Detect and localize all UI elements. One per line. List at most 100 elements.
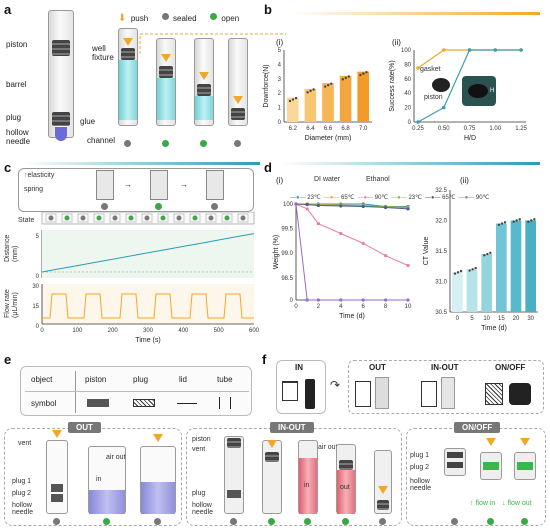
b-sub-i: (i) xyxy=(276,38,284,47)
onoff-state-3-icon xyxy=(521,518,528,525)
out-hollow-needle-label: hollow needle xyxy=(12,502,34,516)
x-axis-label: Time (d) xyxy=(481,325,507,332)
f-out-photo xyxy=(375,377,389,409)
onoff-fill-3 xyxy=(517,462,533,470)
label-gasket: gasket xyxy=(420,66,441,73)
x-tick-label: 300 xyxy=(143,328,154,334)
bar xyxy=(357,71,369,122)
state-cell xyxy=(237,213,249,223)
d-sub-i: (i) xyxy=(276,176,284,185)
seq-piston-4 xyxy=(231,108,245,120)
data-point xyxy=(305,202,309,207)
x-tick-label: 0.50 xyxy=(438,126,450,132)
seq-fill-2 xyxy=(157,78,175,120)
x-tick-label: 200 xyxy=(108,328,119,334)
f-in-symbol xyxy=(282,381,298,401)
spring-diagram-1 xyxy=(96,170,114,200)
f-modes-box: OUT IN-OUT ON/OFF xyxy=(348,360,544,414)
panel-label-c: c xyxy=(4,160,12,175)
y-tick-label: 60 xyxy=(404,77,411,83)
flow-tick: 15 xyxy=(32,304,39,310)
data-point xyxy=(486,252,489,256)
y-tick-label: 98.5 xyxy=(281,276,293,282)
label-piston: piston xyxy=(6,40,28,49)
x-tick-label: 5 xyxy=(470,316,474,322)
data-point xyxy=(339,204,343,208)
y-tick-label: 20 xyxy=(404,106,411,112)
bar xyxy=(466,269,478,312)
data-point xyxy=(416,120,420,124)
y-tick-label: 100 xyxy=(401,48,412,54)
data-point xyxy=(341,78,344,81)
data-point xyxy=(441,105,446,110)
state-dot xyxy=(64,215,70,221)
x-tick-label: 6 xyxy=(362,304,366,310)
onoff-fill-2 xyxy=(483,462,499,470)
data-point xyxy=(493,48,498,52)
f-out-title: OUT xyxy=(369,363,386,372)
x-tick-label: 4 xyxy=(339,304,343,310)
state-cell xyxy=(157,213,169,223)
inout-panel-title: IN-OUT xyxy=(270,422,314,433)
state-cell xyxy=(93,213,105,223)
inout-air-out-label: air out xyxy=(318,444,338,451)
inout-state-3-icon xyxy=(304,518,311,525)
d-legend-eth: Ethanol xyxy=(366,176,390,183)
d-legend-item: —●— 65℃ xyxy=(323,195,355,201)
legend-open: open xyxy=(221,14,240,23)
push-arrow-4-icon xyxy=(233,96,243,104)
data-point xyxy=(305,207,309,211)
seq-tube-4 xyxy=(228,38,248,126)
state-cell xyxy=(45,213,57,223)
inout-piston-label: piston xyxy=(192,436,211,443)
x-axis-label: Diameter (mm) xyxy=(305,135,352,142)
y-tick-label: 32.0 xyxy=(435,219,447,225)
out-fill-2 xyxy=(89,490,125,514)
data-point xyxy=(489,251,492,255)
panel-label-b: b xyxy=(264,2,272,17)
state-cell xyxy=(77,213,89,223)
y-tick-label: 31.5 xyxy=(435,249,447,255)
data-point xyxy=(384,254,388,258)
chart-success-rate: 0 20 40 60 80 100 0.25 0.50 0.75 1.00 1.25 H/D Succe… xyxy=(389,48,528,142)
x-tick-label: 8 xyxy=(384,304,388,310)
table-col-plug: plug xyxy=(133,375,149,384)
f-in-box: IN xyxy=(276,360,326,414)
data-point xyxy=(471,268,474,271)
c-header-bar xyxy=(22,162,260,165)
state-dot xyxy=(208,215,214,221)
d-legend-item: —●— 23℃ xyxy=(391,195,422,201)
hollow-needle-diagram xyxy=(55,127,67,141)
out-plug1-label: plug 1 xyxy=(12,478,32,485)
data-point xyxy=(291,98,295,101)
x-tick-label: 10 xyxy=(483,316,490,322)
onoff-plug1-label: plug 1 xyxy=(410,452,430,459)
data-point xyxy=(533,218,536,221)
data-point xyxy=(306,91,309,94)
table-object-header: object xyxy=(31,375,53,384)
distance-tick: 0 xyxy=(36,274,40,280)
f-inout-photo xyxy=(441,377,455,409)
data-point xyxy=(384,298,388,302)
inout-piston-4 xyxy=(339,460,353,470)
open-dot-icon xyxy=(209,13,217,21)
f-onoff-title: ON/OFF xyxy=(495,363,526,372)
data-point xyxy=(456,271,460,274)
bar xyxy=(339,75,352,122)
plug-diagram xyxy=(52,112,70,126)
table-hdivider xyxy=(25,391,249,392)
gasket-photo xyxy=(432,78,450,92)
inout-fill-3 xyxy=(299,458,317,514)
distance-tick: 5 xyxy=(36,234,40,240)
bar xyxy=(510,220,522,312)
chart-ct-value: 30.5 31.0 31.5 32.0 32.5 0 5 10 15 20 30 Time (d) CT… xyxy=(423,188,538,332)
data-point xyxy=(474,266,477,270)
y-tick-label: 100 xyxy=(283,202,294,208)
flow-bg xyxy=(42,284,254,324)
data-point xyxy=(288,99,292,103)
label-plug: plug xyxy=(6,113,22,122)
y-tick-label: 0 xyxy=(408,120,412,126)
label-well-fixture: well fixture xyxy=(92,44,114,62)
data-point xyxy=(468,269,471,272)
data-point xyxy=(339,231,343,236)
